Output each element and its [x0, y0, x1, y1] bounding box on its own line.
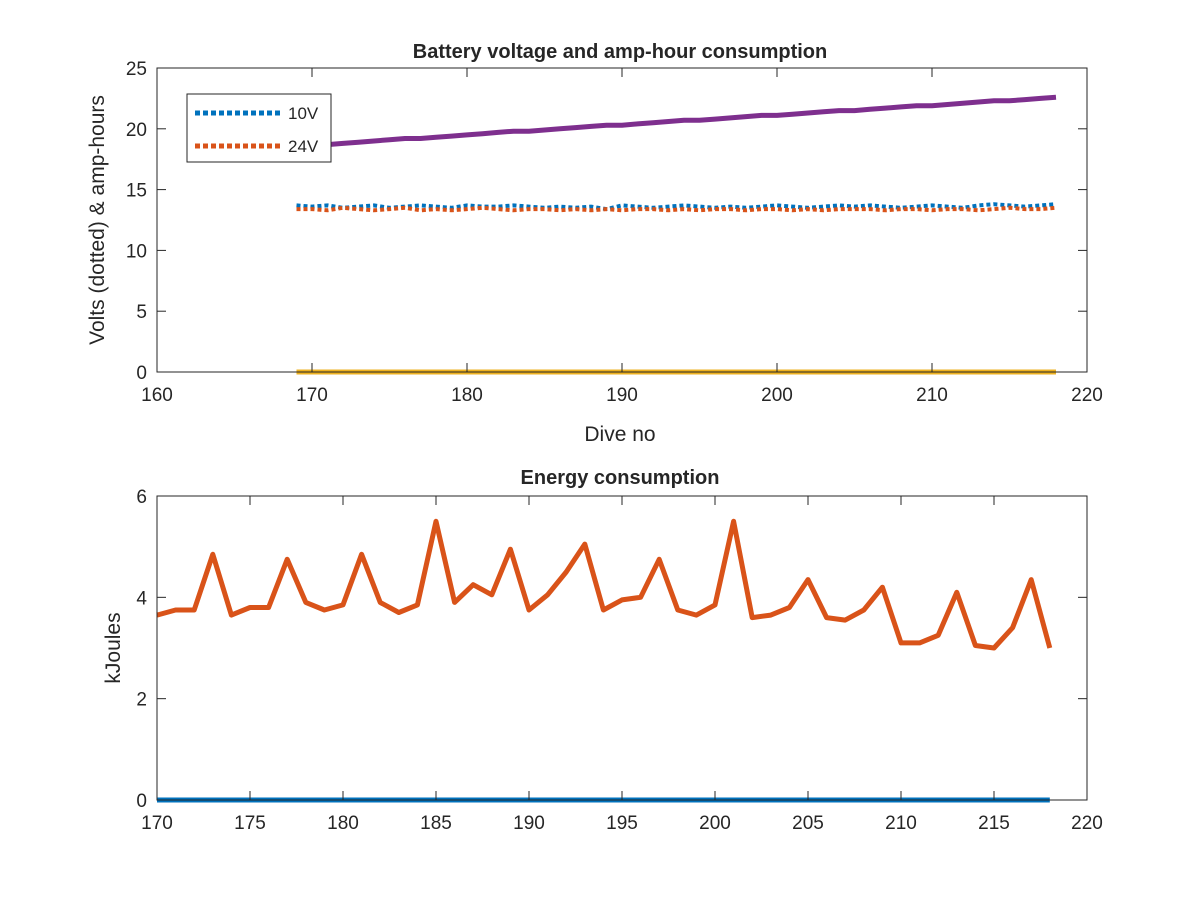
voltage-series-10v-line — [296, 202, 1057, 212]
voltage-chart-legend: 10V 24V — [186, 93, 332, 163]
legend-label-24v: 24V — [288, 137, 319, 156]
voltage-xtick-label: 170 — [296, 385, 328, 406]
energy-chart-series — [156, 518, 1053, 803]
voltage-series-purple-line — [296, 94, 1057, 150]
voltage-chart-title: Battery voltage and amp-hour consumption — [413, 41, 827, 63]
voltage-xtick-label: 220 — [1071, 385, 1103, 406]
energy-xtick-label: 170 — [141, 813, 173, 834]
voltage-ytick-label: 15 — [126, 181, 147, 202]
energy-chart-ylabel: kJoules — [102, 612, 125, 683]
energy-xtick-label: 210 — [885, 813, 917, 834]
voltage-chart-xlabel: Dive no — [584, 423, 655, 446]
voltage-ytick-label: 25 — [126, 59, 147, 80]
voltage-xtick-label: 180 — [451, 385, 483, 406]
energy-ytick-label: 0 — [136, 791, 147, 812]
energy-ytick-label: 6 — [136, 487, 147, 508]
energy-xtick-label: 195 — [606, 813, 638, 834]
energy-ytick-label: 2 — [136, 690, 147, 711]
energy-xtick-label: 185 — [420, 813, 452, 834]
energy-chart-frame — [156, 495, 1088, 801]
voltage-xtick-label: 210 — [916, 385, 948, 406]
voltage-chart-ylabel: Volts (dotted) & amp-hours — [86, 95, 109, 345]
energy-xtick-label: 175 — [234, 813, 266, 834]
energy-xtick-label: 215 — [978, 813, 1010, 834]
voltage-chart: Battery voltage and amp-hour consumption… — [86, 41, 1103, 446]
voltage-xtick-label: 190 — [606, 385, 638, 406]
energy-series-orange-line — [156, 518, 1053, 651]
voltage-ytick-label: 20 — [126, 120, 147, 141]
energy-chart-title: Energy consumption — [521, 467, 720, 489]
energy-xtick-label: 190 — [513, 813, 545, 834]
energy-chart-ticks: 170 175 180 185 190 195 200 205 210 215 220 0 2 4 6 — [136, 487, 1102, 834]
voltage-series-24v-line — [296, 205, 1057, 213]
voltage-chart-series — [296, 94, 1057, 375]
voltage-chart-ticks: 160 170 180 190 200 210 220 0 5 10 15 20 25 — [126, 59, 1103, 406]
voltage-xtick-label: 160 — [141, 385, 173, 406]
energy-xtick-label: 200 — [699, 813, 731, 834]
energy-chart: Energy consumption 170 175 180 185 190 195 200… — [102, 467, 1103, 834]
voltage-xtick-label: 200 — [761, 385, 793, 406]
energy-xtick-label: 205 — [792, 813, 824, 834]
energy-xtick-label: 220 — [1071, 813, 1103, 834]
legend-box — [186, 93, 332, 163]
voltage-ytick-label: 5 — [136, 302, 147, 323]
voltage-ytick-label: 10 — [126, 241, 147, 262]
voltage-ytick-label: 0 — [136, 363, 147, 384]
energy-xtick-label: 180 — [327, 813, 359, 834]
legend-label-10v: 10V — [288, 104, 319, 123]
energy-ytick-label: 4 — [136, 588, 147, 609]
